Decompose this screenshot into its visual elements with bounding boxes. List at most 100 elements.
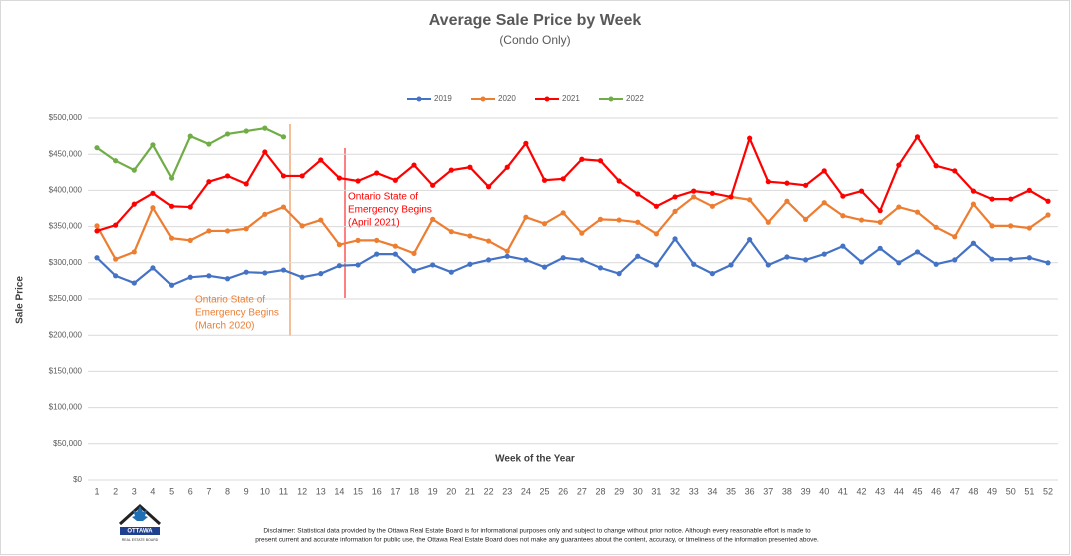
data-point [914, 209, 921, 215]
data-point [1045, 260, 1051, 266]
legend-marker [416, 96, 422, 102]
data-point [262, 149, 268, 155]
x-tick-label: 40 [819, 486, 829, 496]
data-point [523, 257, 529, 263]
data-point [728, 194, 734, 200]
x-tick-label: 2 [113, 486, 118, 496]
data-point [635, 191, 641, 197]
y-tick-label: $300,000 [49, 258, 83, 267]
data-point [485, 238, 492, 244]
data-point [1008, 223, 1014, 229]
data-point [952, 234, 958, 240]
data-point [355, 262, 361, 268]
data-point [94, 255, 100, 261]
y-tick-label: $0 [73, 475, 82, 484]
data-point [877, 219, 883, 225]
data-point [579, 230, 585, 236]
data-point [355, 237, 361, 243]
x-tick-label: 22 [484, 486, 494, 496]
data-point [187, 237, 193, 243]
x-tick-label: 16 [372, 486, 382, 496]
y-tick-label: $200,000 [49, 330, 83, 339]
data-point [821, 168, 827, 174]
x-tick-label: 44 [894, 486, 904, 496]
x-tick-label: 47 [950, 486, 960, 496]
data-point [150, 205, 156, 211]
x-tick-label: 45 [912, 486, 922, 496]
x-tick-label: 36 [745, 486, 755, 496]
x-tick-label: 31 [651, 486, 661, 496]
data-point [1026, 225, 1032, 231]
data-point [280, 173, 287, 179]
x-tick-label: 51 [1024, 486, 1034, 496]
data-point [560, 255, 566, 261]
annotation: (March 2020) [195, 321, 254, 332]
data-point [336, 263, 343, 269]
data-point [914, 134, 921, 140]
data-point [504, 164, 510, 170]
data-point [504, 253, 510, 259]
data-point [784, 180, 790, 186]
chart-subtitle: (Condo Only) [499, 33, 570, 47]
data-point [168, 235, 175, 241]
data-point [541, 264, 548, 270]
data-point [616, 271, 622, 277]
data-point [747, 237, 753, 243]
data-point [318, 271, 324, 277]
data-point [243, 226, 249, 232]
data-point [430, 216, 436, 222]
data-point [840, 213, 846, 219]
y-tick-label: $250,000 [49, 294, 83, 303]
data-point [243, 181, 249, 187]
data-point [243, 269, 249, 275]
x-tick-label: 12 [297, 486, 307, 496]
x-tick-label: 30 [633, 486, 643, 496]
data-point [131, 167, 137, 173]
x-tick-label: 10 [260, 486, 270, 496]
data-point [187, 133, 193, 139]
x-axis-title: Week of the Year [495, 454, 575, 465]
data-point [374, 251, 380, 257]
data-point [765, 219, 771, 225]
data-point [616, 178, 622, 184]
x-tick-label: 1 [94, 486, 99, 496]
data-point [299, 223, 305, 229]
data-point [131, 280, 137, 286]
data-point [784, 254, 790, 260]
data-point [933, 163, 939, 169]
x-tick-label: 32 [670, 486, 680, 496]
data-point [747, 197, 753, 203]
x-tick-label: 49 [987, 486, 997, 496]
data-point [765, 262, 771, 268]
data-point [168, 282, 175, 288]
data-point [280, 267, 287, 273]
data-point [150, 190, 156, 196]
data-point [672, 208, 678, 214]
data-point [821, 200, 827, 206]
x-tick-label: 26 [558, 486, 568, 496]
logo-subtext: REAL ESTATE BOARD [122, 538, 159, 542]
data-point [262, 270, 268, 276]
data-point [485, 257, 492, 263]
data-point [877, 208, 883, 214]
data-point [691, 194, 697, 200]
data-point [243, 128, 249, 134]
data-point [448, 229, 454, 235]
data-point [262, 211, 268, 217]
data-point [131, 249, 137, 255]
data-point [802, 182, 809, 188]
data-point [150, 142, 156, 148]
data-point [896, 260, 902, 266]
data-point [635, 219, 641, 225]
data-point [653, 203, 660, 209]
data-point [970, 201, 977, 207]
data-point [224, 276, 231, 282]
disclaimer: Disclaimer: Statistical data provided by… [263, 528, 811, 535]
data-point [355, 178, 361, 184]
x-tick-label: 21 [465, 486, 475, 496]
logo-text: OTTAWA [127, 529, 153, 535]
data-point [896, 162, 902, 168]
x-tick-label: 39 [801, 486, 811, 496]
data-point [206, 228, 212, 234]
